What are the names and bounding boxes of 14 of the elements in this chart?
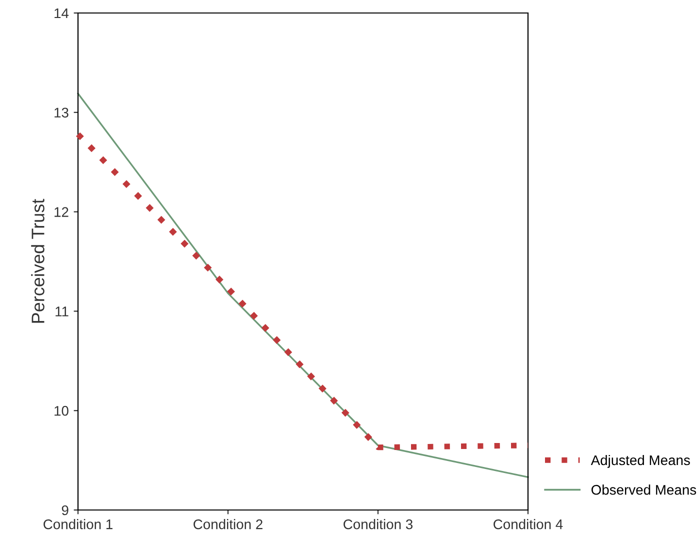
y-tick-label: 9 [62,505,68,516]
y-tick-label: 13 [54,108,68,118]
line-series [77,92,529,478]
y-tick-label: 10 [54,406,68,416]
y-tick-label: 12 [54,207,68,217]
y-tick-label: 11 [56,306,68,316]
x-tick-label: Condition 4 [494,519,563,530]
legend-label: Observed Means [591,484,696,495]
x-tick-label: Condition 3 [344,519,413,530]
y-axis-title: Perceived Trust [31,198,44,323]
y-tick-label: 14 [54,8,69,18]
x-tick-label: Condition 2 [194,519,262,530]
x-tick-label: Condition 1 [44,519,112,530]
legend-label: Adjusted Means [590,454,690,468]
